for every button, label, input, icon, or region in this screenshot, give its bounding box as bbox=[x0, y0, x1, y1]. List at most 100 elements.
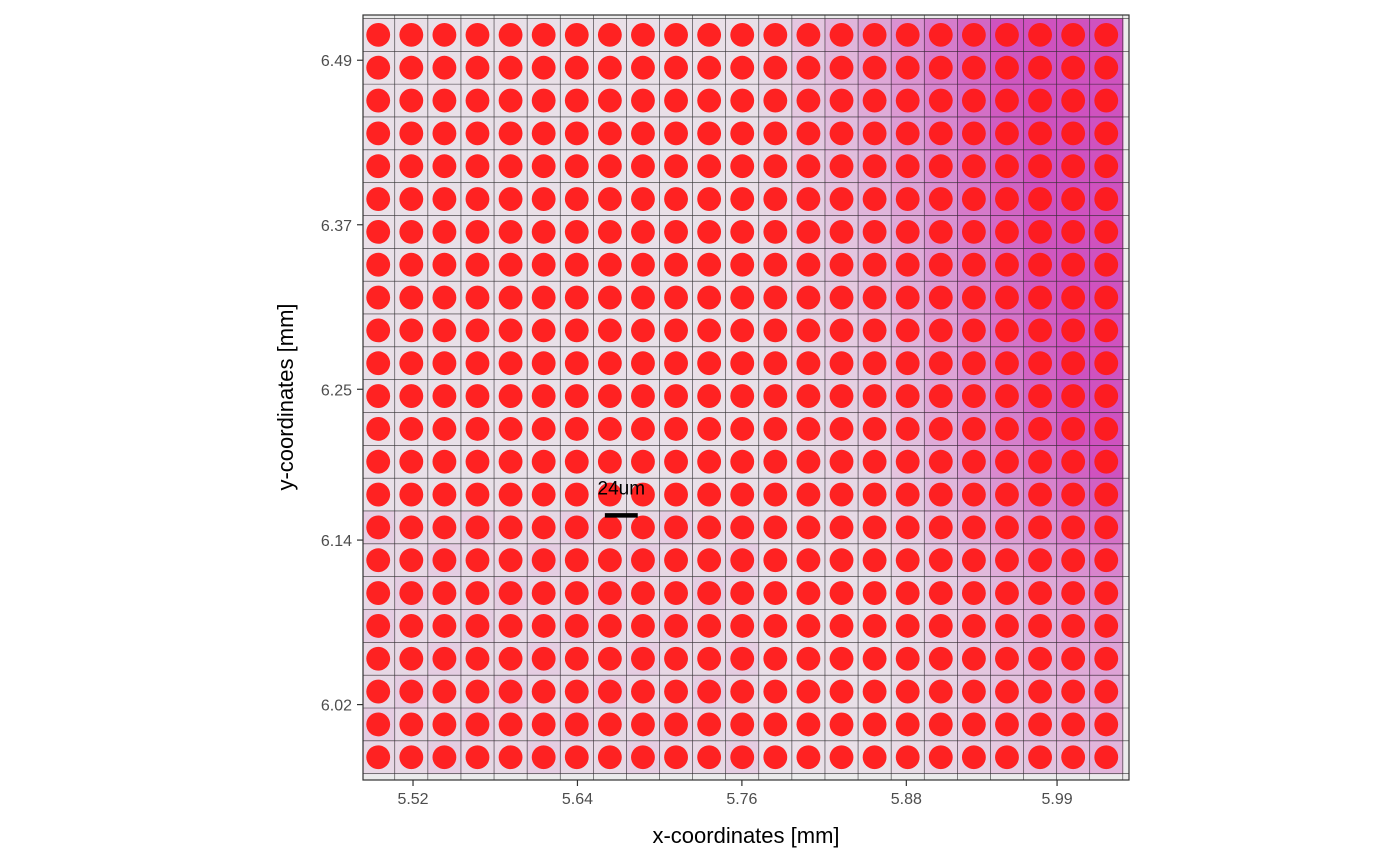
spot-point bbox=[763, 154, 788, 179]
spot-point bbox=[366, 745, 391, 770]
spot-point bbox=[697, 613, 722, 638]
spot-point bbox=[697, 712, 722, 737]
spot-point bbox=[1061, 285, 1086, 310]
spot-point bbox=[1061, 351, 1086, 376]
spot-point bbox=[862, 55, 887, 80]
spot-point bbox=[928, 22, 953, 47]
spot-point bbox=[829, 285, 854, 310]
spot-point bbox=[995, 187, 1019, 211]
spot-point bbox=[697, 581, 722, 605]
spot-point bbox=[730, 416, 755, 441]
spot-point bbox=[796, 285, 821, 310]
spot-point bbox=[1061, 548, 1086, 573]
x-tick-label: 5.76 bbox=[726, 791, 757, 808]
spot-point bbox=[366, 121, 391, 146]
spot-point bbox=[631, 55, 655, 80]
spot-point bbox=[697, 449, 722, 474]
spot-point bbox=[564, 22, 589, 47]
spot-point bbox=[961, 449, 986, 474]
spot-point bbox=[664, 55, 688, 80]
spot-point bbox=[1094, 679, 1119, 704]
spot-point bbox=[432, 745, 457, 770]
spot-point bbox=[465, 515, 490, 540]
spot-point bbox=[862, 318, 887, 343]
spot-point bbox=[664, 384, 688, 408]
spot-point bbox=[829, 187, 854, 211]
spot-point bbox=[498, 416, 523, 441]
plot-panel: 24um bbox=[362, 14, 1130, 781]
spot-point bbox=[1094, 384, 1119, 408]
x-tick-label: 5.88 bbox=[891, 791, 922, 808]
spot-point bbox=[498, 351, 523, 376]
spot-point bbox=[1061, 712, 1086, 737]
spot-point bbox=[697, 219, 722, 244]
spot-point bbox=[631, 416, 655, 441]
spot-point bbox=[928, 55, 953, 80]
spot-point bbox=[895, 581, 920, 605]
spot-point bbox=[697, 187, 722, 211]
spot-point bbox=[1094, 581, 1119, 605]
spot-point bbox=[829, 745, 854, 770]
spot-point bbox=[1094, 154, 1119, 179]
spot-point bbox=[664, 679, 688, 704]
spot-point bbox=[895, 187, 920, 211]
spot-point bbox=[432, 482, 457, 507]
spot-point bbox=[366, 285, 391, 310]
spot-point bbox=[730, 22, 755, 47]
spot-point bbox=[697, 285, 722, 310]
spot-point bbox=[961, 712, 986, 737]
spot-point bbox=[763, 318, 788, 343]
spot-point bbox=[664, 351, 688, 376]
spot-point bbox=[432, 581, 457, 605]
spot-point bbox=[597, 613, 622, 638]
spot-point bbox=[697, 121, 722, 146]
spot-point bbox=[1094, 613, 1119, 638]
spot-point bbox=[366, 646, 391, 671]
spot-point bbox=[730, 581, 755, 605]
spot-point bbox=[862, 351, 887, 376]
spot-point bbox=[796, 252, 821, 277]
spot-point bbox=[631, 613, 655, 638]
spot-point bbox=[1061, 252, 1086, 277]
spot-point bbox=[895, 55, 920, 80]
spot-point bbox=[862, 679, 887, 704]
spot-point bbox=[1094, 285, 1119, 310]
spot-point bbox=[366, 712, 391, 737]
spot-point bbox=[763, 22, 788, 47]
spot-point bbox=[1028, 55, 1052, 80]
spot-point bbox=[1094, 187, 1119, 211]
spot-point bbox=[465, 121, 490, 146]
spot-point bbox=[366, 679, 391, 704]
panel-border bbox=[362, 14, 1130, 781]
scale-bar: 24um bbox=[598, 478, 645, 518]
spot-point bbox=[730, 745, 755, 770]
spot-point bbox=[796, 581, 821, 605]
spot-point bbox=[895, 252, 920, 277]
spot-point bbox=[531, 187, 556, 211]
spot-point bbox=[498, 384, 523, 408]
spot-point bbox=[498, 252, 523, 277]
spot-point bbox=[597, 351, 622, 376]
spot-point bbox=[961, 121, 986, 146]
spot-point bbox=[531, 679, 556, 704]
spot-point bbox=[796, 646, 821, 671]
spot-point bbox=[498, 745, 523, 770]
spot-point bbox=[399, 88, 424, 113]
spot-point bbox=[399, 154, 424, 179]
spot-point bbox=[366, 515, 391, 540]
spot-point bbox=[829, 482, 854, 507]
spot-point bbox=[730, 646, 755, 671]
spot-point bbox=[664, 515, 688, 540]
spot-point bbox=[928, 449, 953, 474]
spot-point bbox=[796, 154, 821, 179]
spot-point bbox=[895, 712, 920, 737]
spot-point bbox=[597, 219, 622, 244]
spot-point bbox=[697, 646, 722, 671]
spot-point bbox=[432, 219, 457, 244]
spot-point bbox=[664, 416, 688, 441]
spot-point bbox=[366, 252, 391, 277]
spot-point bbox=[366, 384, 391, 408]
spot-point bbox=[399, 449, 424, 474]
spot-point bbox=[631, 318, 655, 343]
spot-point bbox=[961, 318, 986, 343]
